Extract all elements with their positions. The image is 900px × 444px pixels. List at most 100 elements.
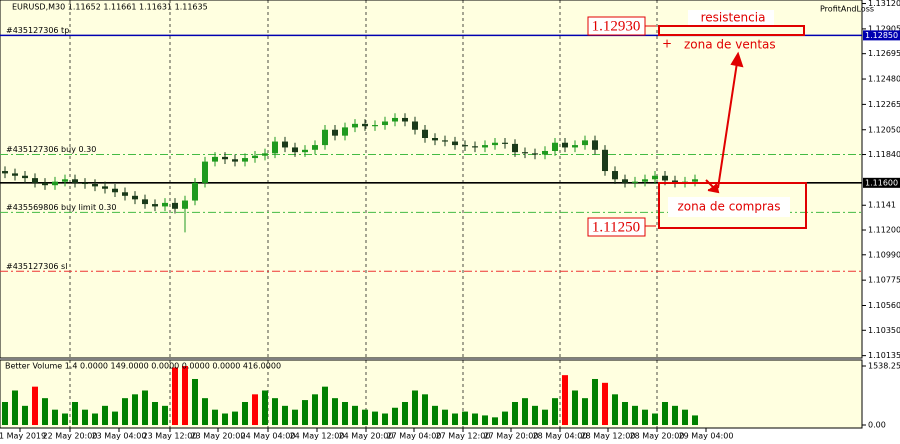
candle-body [672, 180, 678, 183]
x-tick-label: 27 May 12:00 [436, 432, 491, 441]
x-tick-label: 23 May 04:00 [92, 432, 147, 441]
volume-bar [52, 409, 58, 426]
y-tick-label: 0.00 [868, 421, 886, 430]
volume-bar [142, 390, 148, 426]
y-tick-label: 1.10990 [868, 250, 900, 259]
candle-body [182, 200, 188, 209]
volume-bar [2, 401, 8, 426]
candle-body [92, 184, 98, 187]
candle-body [692, 179, 698, 182]
volume-bar [582, 398, 588, 426]
volume-bar [82, 409, 88, 426]
candle-body [42, 182, 48, 186]
volume-bar [272, 398, 278, 426]
level-label: #435569806 buy limit 0.30 [6, 203, 116, 212]
candle-body [62, 179, 68, 182]
candle-body [562, 142, 568, 148]
volume-bar [452, 413, 458, 426]
candle-body [542, 150, 548, 155]
candle-body [422, 129, 428, 139]
sell-zone: zona de ventas [684, 38, 776, 52]
volume-bar [342, 401, 348, 426]
candle-body [122, 192, 128, 196]
volume-bar [312, 394, 318, 426]
candle-body [202, 161, 208, 183]
candle-body [632, 181, 638, 183]
candle-body [152, 204, 158, 207]
resistance-zone [658, 25, 805, 36]
volume-bar [132, 394, 138, 426]
support-price: 1.11250 [592, 219, 640, 235]
price-box [587, 217, 646, 237]
candle-body [652, 175, 658, 180]
volume-bar [692, 415, 698, 426]
volume-bar [472, 413, 478, 426]
candle-body [582, 140, 588, 146]
candle-body [432, 138, 438, 141]
resistance-label: resistencia [701, 11, 766, 25]
volume-bar [632, 405, 638, 426]
candle-body [392, 117, 398, 122]
y-tick-label: 1.13120 [868, 0, 900, 8]
candle-body [492, 142, 498, 146]
label-bg [668, 197, 790, 217]
y-tick-label: 1.11200 [868, 226, 900, 235]
volume-bar [362, 409, 368, 426]
y-tick-label: 1.10775 [868, 276, 900, 285]
candle-body [522, 152, 528, 154]
volume-bar [382, 413, 388, 426]
volume-bar [12, 390, 18, 426]
volume-bar [232, 411, 238, 426]
candle-body [242, 158, 248, 162]
candle-body [132, 195, 138, 200]
candle-body [332, 129, 338, 136]
candle-body [112, 188, 118, 193]
candle-body [402, 117, 408, 122]
volume-bar [512, 401, 518, 426]
candle-body [382, 121, 388, 126]
y-tick-label: 1.1141 [868, 201, 896, 210]
candle-body [2, 171, 8, 174]
volume-bar [482, 415, 488, 426]
volume-bar [122, 398, 128, 426]
volume-bar [642, 409, 648, 426]
x-tick-label: 28 May 12:00 [581, 432, 636, 441]
candle-body [502, 142, 508, 144]
volume-bar [402, 401, 408, 426]
candle-body [352, 123, 358, 128]
volume-bar [412, 390, 418, 426]
volume-bar [62, 413, 68, 426]
axis-highlight [863, 177, 900, 188]
candle-body [272, 141, 278, 154]
volume-bar [172, 367, 178, 426]
candle-body [512, 143, 518, 153]
x-tick-label: 23 May 12:00 [143, 432, 198, 441]
volume-bar [252, 394, 258, 426]
arrow [705, 51, 744, 194]
candle-body [612, 171, 618, 180]
candle-body [262, 153, 268, 156]
x-tick-label: 24 May 04:00 [241, 432, 296, 441]
volume-bar [152, 401, 158, 426]
candle-body [12, 173, 18, 176]
y-tick-label: 1.12050 [868, 125, 900, 134]
candle-body [162, 202, 168, 207]
x-tick-label: 27 May 20:00 [484, 432, 539, 441]
axis-highlight [863, 30, 900, 41]
volume-bar [212, 409, 218, 426]
y-tick-label: 1.10560 [868, 301, 900, 310]
level-label: #435127306 buy 0.30 [6, 145, 96, 154]
x-tick-label: 21 May 2019 [0, 432, 46, 441]
y-tick-label: 1.12265 [868, 100, 900, 109]
buy-zone-label: zona de compras [677, 200, 780, 214]
volume-bar [92, 413, 98, 426]
level-label: #435127306 tp [6, 26, 69, 35]
candle-body [72, 179, 78, 183]
x-tick-label: 24 May 20:00 [339, 432, 394, 441]
candle-body [312, 145, 318, 150]
volume-bar [292, 409, 298, 426]
axis-highlight-label: 1.11600 [865, 178, 898, 187]
label-bg [688, 10, 774, 25]
price-box [587, 16, 646, 36]
